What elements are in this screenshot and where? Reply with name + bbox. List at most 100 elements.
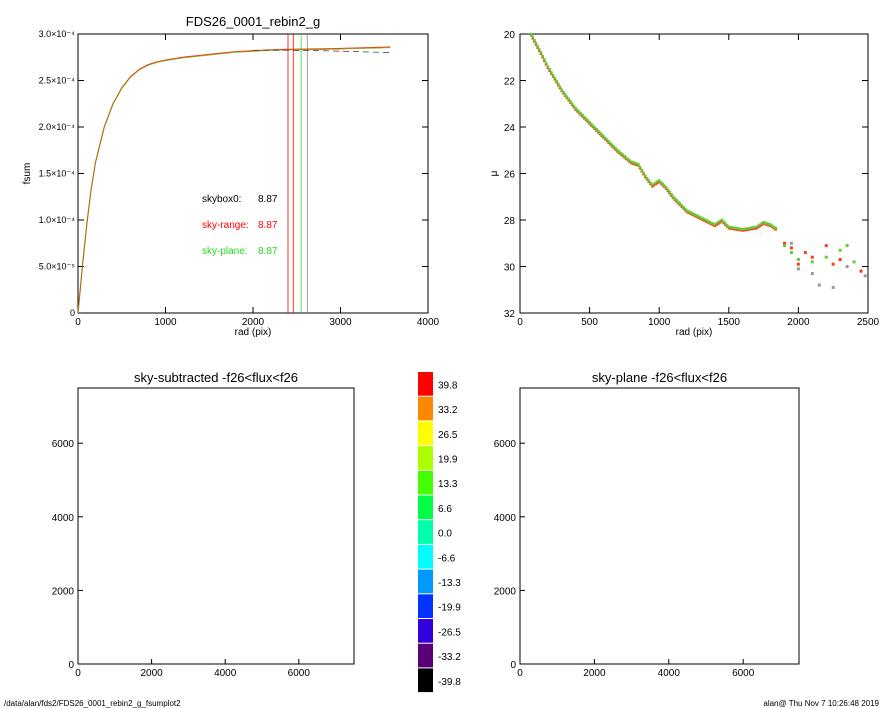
mu-point-green — [583, 115, 586, 119]
mu-point-green — [746, 227, 750, 230]
y-tick-label: 1.0×10⁻⁴ — [39, 215, 76, 225]
mu-point-green — [572, 104, 576, 108]
mu-point-green — [682, 205, 685, 209]
mu-point-green — [595, 128, 598, 131]
x-tick-label: 3000 — [329, 317, 352, 328]
image-title: sky-subtracted -f26<flux<f26 — [134, 370, 298, 385]
mu-point-green — [591, 124, 595, 128]
mu-point-green — [621, 153, 624, 156]
mu-point-red — [796, 262, 800, 266]
mu-point-green — [710, 221, 713, 225]
x-tick-label: 2000 — [583, 668, 606, 679]
x-tick-label: 4000 — [417, 317, 440, 328]
mu-point-green — [537, 48, 541, 51]
y-tick-label: 22 — [504, 77, 516, 88]
mu-point-green — [678, 202, 682, 206]
mu-point-green — [543, 58, 546, 61]
mu-point-green — [694, 213, 698, 217]
colorbar-swatch — [418, 668, 433, 693]
mu-point-green — [760, 222, 764, 225]
mu-point-green — [616, 148, 619, 152]
mu-point-green — [845, 244, 849, 248]
mu-point-green — [546, 65, 550, 68]
x-tick-label: 1000 — [154, 317, 177, 328]
growth-curve-line-green — [77, 47, 391, 314]
mu-point-green — [623, 154, 626, 158]
mu-point-red — [803, 251, 807, 255]
x-tick-label: 2000 — [140, 668, 163, 679]
y-tick-label: 2.0×10⁻⁴ — [39, 122, 76, 132]
mu-point-green — [713, 223, 717, 226]
mu-point-green — [732, 226, 736, 230]
mu-point-gray — [817, 283, 821, 287]
y-tick-label: 4000 — [494, 513, 517, 524]
mu-point-green — [619, 151, 623, 155]
x-tick-label: 1000 — [648, 317, 671, 328]
mu-point-green — [588, 121, 591, 124]
mu-point-green — [736, 227, 739, 230]
mu-point-green — [603, 136, 607, 140]
mu-point-green — [553, 76, 557, 80]
mu-point-green — [656, 180, 659, 183]
mu-point-green — [536, 45, 539, 48]
mu-point-green — [657, 179, 661, 182]
mu-point-green — [640, 168, 644, 172]
sky-image — [78, 388, 354, 664]
mu-point-green — [727, 225, 731, 229]
image-title: sky-plane -f26<flux<f26 — [592, 370, 727, 385]
mu-point-green — [534, 42, 538, 45]
mu-point-green — [838, 248, 842, 252]
mu-point-green — [718, 219, 722, 223]
sky-image — [520, 388, 799, 664]
colorbar-label: -26.5 — [438, 627, 461, 638]
footer-timestamp: alan@ Thu Nov 7 10:26:48 2019 — [763, 699, 879, 708]
colorbar-swatch — [418, 544, 433, 569]
mu-point-green — [550, 71, 553, 74]
mu-point-green — [796, 258, 800, 262]
colorbar-label: 19.9 — [438, 454, 458, 465]
mu-point-green — [584, 117, 588, 121]
mu-point-green — [704, 218, 708, 222]
mu-point-green — [643, 174, 647, 178]
mu-point-green — [725, 223, 729, 227]
mu-point-green — [699, 216, 703, 219]
mu-point-green — [612, 145, 616, 149]
mu-point-green — [609, 141, 612, 145]
y-tick-label: 30 — [504, 263, 516, 274]
mu-point-green — [755, 225, 758, 229]
mu-point-green — [560, 88, 564, 92]
mu-point-gray — [789, 241, 793, 245]
mu-point-green — [577, 110, 581, 114]
mu-point-green — [675, 198, 678, 202]
x-tick-label: 6000 — [288, 668, 311, 679]
mu-point-green — [739, 227, 743, 231]
y-tick-label: 4000 — [52, 513, 75, 524]
y-tick-label: 3.0×10⁻⁴ — [39, 29, 76, 39]
mu-point-green — [758, 223, 762, 226]
mu-point-green — [652, 182, 656, 186]
colorbar-label: -33.2 — [438, 652, 461, 663]
mu-point-green — [631, 161, 635, 164]
y-tick-label: 6000 — [52, 439, 75, 450]
mu-point-green — [668, 190, 671, 194]
y-tick-label: 0 — [510, 660, 516, 671]
mu-point-green — [649, 181, 652, 185]
mu-point-green — [645, 176, 649, 180]
y-tick-label: 28 — [504, 216, 516, 227]
mu-point-green — [586, 119, 590, 122]
y-tick-label: 2000 — [52, 586, 75, 597]
mu-point-green — [551, 73, 555, 77]
y-tick-label: 20 — [504, 30, 516, 41]
mu-point-green — [663, 184, 666, 188]
mu-point-green — [737, 227, 741, 231]
colorbar-swatch — [418, 643, 433, 668]
mu-point-green — [630, 160, 633, 164]
mu-point-green — [624, 156, 628, 159]
colorbar-label: -6.6 — [438, 553, 456, 564]
mu-point-green — [570, 102, 574, 106]
colorbar-swatch — [418, 421, 433, 446]
mu-point-green — [666, 188, 670, 192]
mu-point-green — [762, 221, 765, 224]
mu-point-green — [558, 85, 562, 89]
